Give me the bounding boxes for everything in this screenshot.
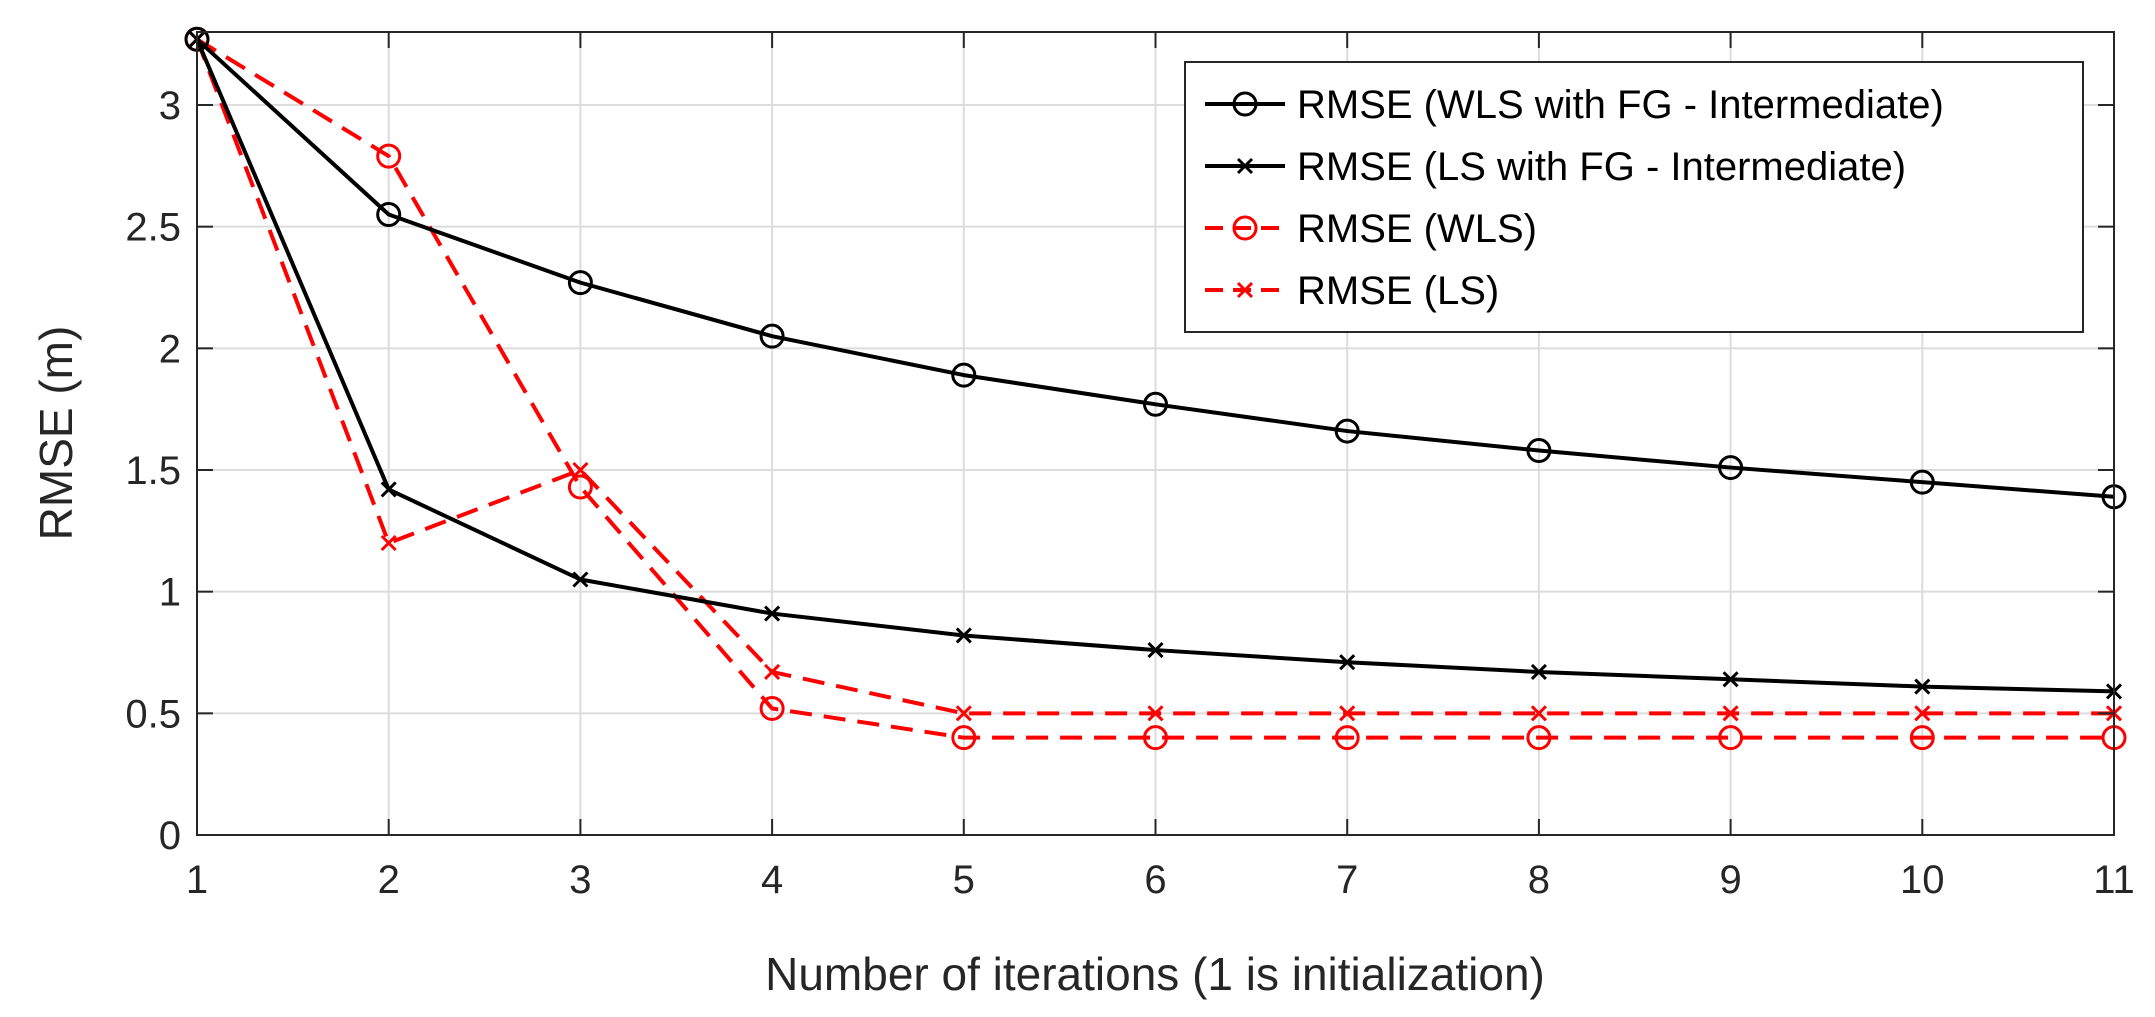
- series-rmse-wls-point: [1909, 725, 1935, 751]
- legend-box: [1184, 61, 2084, 333]
- series-rmse-wls-point: [1334, 725, 1360, 751]
- series-rmse-ls-point-stroke: [1147, 705, 1164, 722]
- x-tick-label: 8: [1528, 858, 1550, 902]
- series-rmse-ls-with-fg-intermediate-point: [955, 627, 972, 644]
- series-rmse-ls-with-fg-intermediate-point: [1339, 654, 1356, 671]
- y-tick-label: 2: [159, 327, 181, 371]
- series-rmse-wls-with-fg-intermediate-point: [1334, 418, 1360, 444]
- legend-entry: RMSE (WLS): [1205, 207, 1537, 251]
- legend: RMSE (WLS with FG - Intermediate) RMSE (L…: [1184, 61, 2084, 333]
- x-tick-label: 3: [569, 858, 591, 902]
- series-rmse-wls-point: [759, 695, 785, 721]
- series-rmse-ls-point: [1722, 705, 1739, 722]
- series-rmse-ls-point: [572, 461, 589, 479]
- legend-entry: RMSE (LS): [1205, 269, 1499, 313]
- series-rmse-wls-with-fg-intermediate-point: [1143, 391, 1168, 417]
- y-tick-label: 1: [159, 571, 181, 615]
- x-tick-label: 11: [2093, 858, 2135, 902]
- series-rmse-wls-point: [951, 725, 977, 751]
- series-rmse-wls-with-fg-intermediate-line: [195, 37, 2115, 499]
- legend-marker-sample: [1232, 215, 1258, 241]
- series-rmse-ls-with-fg-intermediate-point: [1147, 642, 1164, 659]
- y-tick-label: 1.5: [125, 449, 181, 493]
- series-rmse-wls-with-fg-intermediate-point: [1718, 455, 1744, 481]
- series-layer: [184, 26, 2127, 751]
- legend-label: RMSE (LS with FG - Intermediate): [1297, 145, 1906, 189]
- legend-label: RMSE (WLS with FG - Intermediate): [1297, 83, 1944, 127]
- series-rmse-wls-point: [567, 474, 593, 500]
- series-rmse-ls-with-fg-intermediate-point: [1722, 671, 1739, 688]
- x-tick-label: 4: [761, 858, 783, 902]
- series-rmse-ls-with-fg-intermediate-point: [1914, 678, 1931, 695]
- series-rmse-ls-with-fg-intermediate-point-stroke: [1914, 678, 1931, 695]
- series-rmse-ls-point-stroke: [1339, 705, 1356, 722]
- series-rmse-ls-with-fg-intermediate: [188, 31, 2123, 700]
- y-tick-label: 0: [159, 814, 181, 858]
- series-rmse-wls-with-fg-intermediate-point: [951, 362, 977, 388]
- series-rmse-ls-point: [1530, 705, 1547, 722]
- series-rmse-ls-point: [955, 705, 972, 722]
- series-rmse-ls-point-stroke: [955, 705, 972, 722]
- series-rmse-ls-point-stroke: [764, 663, 781, 681]
- legend-label: RMSE (LS): [1297, 269, 1499, 313]
- series-rmse-ls-with-fg-intermediate-point: [764, 605, 781, 622]
- series-rmse-wls-point: [1718, 725, 1744, 751]
- legend-entry: RMSE (LS with FG - Intermediate): [1205, 145, 1906, 189]
- x-axis-title: Number of iterations (1 is initializatio…: [765, 948, 1545, 1000]
- series-rmse-ls-with-fg-intermediate-point-stroke: [380, 481, 397, 498]
- axis-ticks: 1 2 3 4 5 6 7 8 9 10 11 0 0.5 1 1.5 2 2.5 3: [125, 32, 2135, 902]
- series-rmse-ls-point: [380, 534, 397, 552]
- legend-marker-sample: [1236, 281, 1254, 299]
- legend-marker-sample: [1236, 157, 1254, 175]
- y-tick-label: 3: [159, 84, 181, 128]
- series-rmse-ls-point-stroke: [572, 461, 589, 479]
- series-rmse-ls-point-stroke: [380, 534, 397, 552]
- y-axis-title: RMSE (m): [30, 326, 82, 541]
- series-rmse-wls-with-fg-intermediate-point: [567, 270, 593, 296]
- series-rmse-wls-line: [195, 37, 2114, 740]
- y-tick-label: 0.5: [125, 692, 181, 736]
- series-rmse-ls-with-fg-intermediate-point-stroke: [955, 627, 972, 644]
- series-rmse-ls-with-fg-intermediate-point-stroke: [572, 571, 589, 588]
- series-rmse-ls-with-fg-intermediate-point-stroke: [1722, 671, 1739, 688]
- x-tick-label: 7: [1336, 858, 1358, 902]
- x-tick-label: 10: [1900, 858, 1945, 902]
- series-rmse-wls-with-fg-intermediate-point: [376, 202, 402, 227]
- x-tick-label: 1: [186, 858, 208, 902]
- series-rmse-ls-with-fg-intermediate-point-stroke: [764, 605, 781, 622]
- series-rmse-ls-with-fg-intermediate-point-stroke: [1530, 663, 1547, 681]
- legend-label: RMSE (WLS): [1297, 207, 1537, 251]
- series-rmse-ls-point: [1147, 705, 1164, 722]
- x-tick-label: 6: [1144, 858, 1166, 902]
- legend-entry: RMSE (WLS with FG - Intermediate): [1205, 83, 1944, 127]
- x-tick-label: 5: [953, 858, 975, 902]
- series-rmse-wls-point: [376, 143, 402, 169]
- series-rmse-ls-point: [1339, 705, 1356, 722]
- series-rmse-ls-point: [1914, 705, 1931, 722]
- legend-marker-sample-stroke: [1236, 157, 1254, 175]
- y-tick-label: 2.5: [125, 206, 181, 250]
- series-rmse-wls-with-fg-intermediate-point: [1526, 438, 1552, 464]
- series-rmse-wls-point: [1526, 725, 1552, 751]
- legend-marker-sample: [1232, 91, 1258, 117]
- x-tick-label: 2: [378, 858, 400, 902]
- series-rmse-ls-point-stroke: [1722, 705, 1739, 722]
- series-rmse-wls-with-fg-intermediate-point: [759, 323, 785, 349]
- series-rmse-wls-point: [1143, 725, 1168, 751]
- series-rmse-ls-with-fg-intermediate-point-stroke: [1339, 654, 1356, 671]
- series-rmse-ls-with-fg-intermediate-point: [572, 571, 589, 588]
- legend-marker-sample-stroke: [1236, 281, 1254, 299]
- series-rmse-ls-point-stroke: [1914, 705, 1931, 722]
- series-rmse-ls-with-fg-intermediate-point: [1530, 663, 1547, 681]
- series-rmse-ls-with-fg-intermediate-point-stroke: [1147, 642, 1164, 659]
- series-rmse-wls-with-fg-intermediate-point: [1909, 469, 1935, 495]
- series-rmse-ls-point-stroke: [1530, 705, 1547, 722]
- series-rmse-ls-with-fg-intermediate-point: [380, 481, 397, 498]
- x-tick-label: 9: [1719, 858, 1741, 902]
- series-rmse-ls-point: [764, 663, 781, 681]
